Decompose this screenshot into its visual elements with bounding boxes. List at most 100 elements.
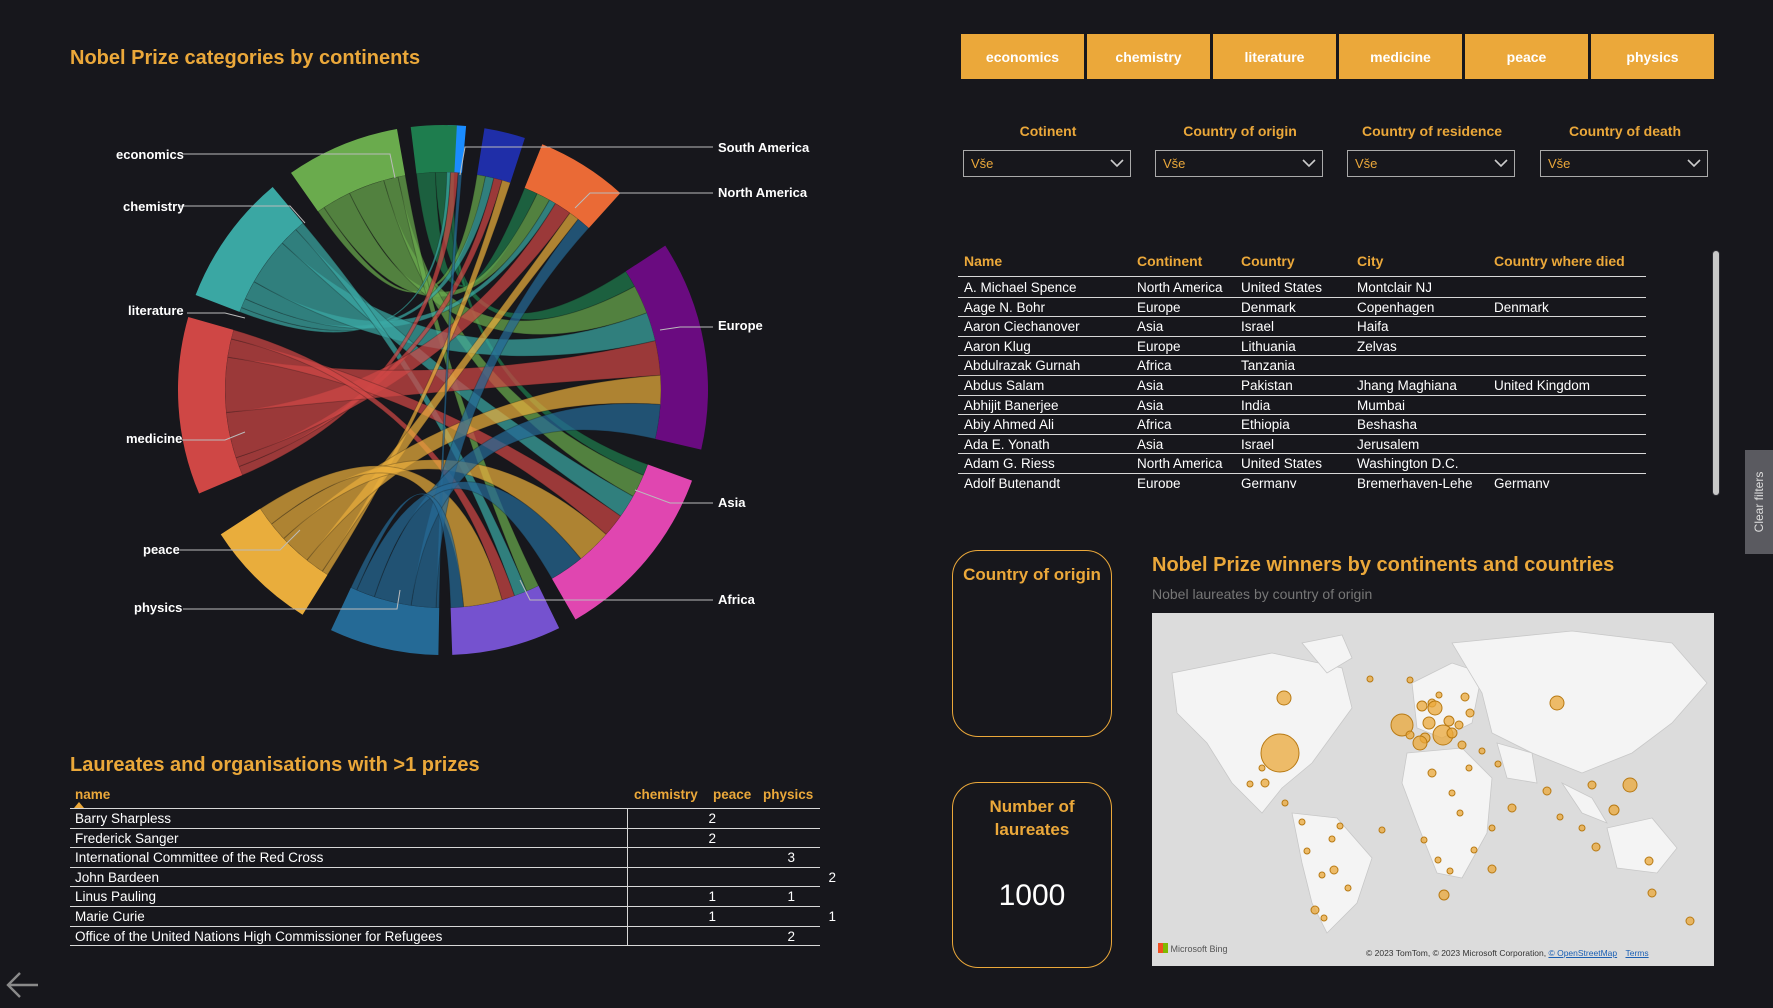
openstreetmap-link[interactable]: © OpenStreetMap: [1548, 948, 1618, 958]
map-bubble[interactable]: [1556, 813, 1564, 821]
table-row[interactable]: Aaron Ciechanover Asia Israel Haifa: [958, 317, 1646, 337]
country-residence-dropdown[interactable]: Vše: [1347, 150, 1515, 177]
map-bubble[interactable]: [1644, 856, 1654, 866]
map-bubble[interactable]: [1420, 836, 1428, 844]
map-bubble[interactable]: [1427, 768, 1437, 778]
country-origin-dropdown[interactable]: Vše: [1155, 150, 1323, 177]
map-bubble[interactable]: [1488, 824, 1496, 832]
column-header-country[interactable]: Country: [1241, 253, 1295, 269]
map-bubble[interactable]: [1336, 822, 1344, 830]
map-bubble[interactable]: [1685, 916, 1695, 926]
chord-segment-south-america[interactable]: [477, 128, 525, 183]
map-bubble[interactable]: [1587, 780, 1597, 790]
table-row[interactable]: Marie Curie 1 1: [70, 907, 836, 927]
map-bubble[interactable]: [1622, 777, 1638, 793]
map-bubble[interactable]: [1478, 747, 1486, 755]
table-row[interactable]: Abhijit Banerjee Asia India Mumbai: [958, 396, 1646, 416]
category-button-economics[interactable]: economics: [961, 34, 1084, 79]
map-bubble[interactable]: [1378, 826, 1386, 834]
terms-link[interactable]: Terms: [1625, 948, 1649, 958]
column-header-city[interactable]: City: [1357, 253, 1384, 269]
map-bubble[interactable]: [1438, 889, 1450, 901]
map-bubble[interactable]: [1258, 764, 1266, 772]
category-button-peace[interactable]: peace: [1465, 34, 1588, 79]
map-bubble[interactable]: [1328, 835, 1336, 843]
map-bubble[interactable]: [1344, 884, 1352, 892]
map-bubble[interactable]: [1405, 730, 1415, 740]
map-bubble[interactable]: [1320, 914, 1328, 922]
map-bubble[interactable]: [1303, 847, 1311, 855]
map-bubble[interactable]: [1465, 708, 1475, 718]
table-row[interactable]: A. Michael Spence North America United Sta…: [958, 278, 1646, 298]
table-row[interactable]: Aage N. Bohr Europe Denmark Copenhagen Denma…: [958, 298, 1646, 318]
map-bubble[interactable]: [1434, 856, 1442, 864]
column-header-continent[interactable]: Continent: [1137, 253, 1203, 269]
map-bubble[interactable]: [1298, 818, 1306, 826]
table-row[interactable]: Barry Sharpless 2: [70, 809, 820, 829]
map-bubble[interactable]: [1310, 905, 1320, 915]
chord-segment-africa[interactable]: [450, 585, 560, 655]
laureates-table[interactable]: Name Continent Country City Country wher…: [958, 248, 1646, 488]
column-header-chemistry[interactable]: chemistry: [634, 787, 698, 802]
map-bubble[interactable]: [1608, 804, 1620, 816]
map-bubble[interactable]: [1456, 809, 1464, 817]
table-row[interactable]: Ada E. Yonath Asia Israel Jerusalem: [958, 435, 1646, 455]
column-header-name[interactable]: name: [75, 787, 111, 802]
column-header-peace[interactable]: peace: [713, 787, 752, 802]
map-bubble[interactable]: [1412, 735, 1428, 751]
map-bubble[interactable]: [1260, 733, 1300, 773]
map-bubble[interactable]: [1457, 740, 1467, 750]
map-bubble[interactable]: [1260, 778, 1270, 788]
table-row[interactable]: Frederick Sanger 2: [70, 829, 820, 849]
back-arrow-icon[interactable]: [4, 970, 40, 1000]
world-map[interactable]: Microsoft Bing © 2023 TomTom, © 2023 Mic…: [1152, 613, 1714, 966]
column-header-physics[interactable]: physics: [763, 787, 814, 802]
country-death-dropdown[interactable]: Vše: [1540, 150, 1708, 177]
table-scrollbar-thumb[interactable]: [1713, 251, 1719, 495]
map-bubble[interactable]: [1276, 690, 1292, 706]
map-bubble[interactable]: [1281, 799, 1289, 807]
table-row[interactable]: Abdus Salam Asia Pakistan Jhang Maghiana Uni…: [958, 376, 1646, 396]
table-row[interactable]: Office of the United Nations High Commis…: [70, 927, 820, 947]
continent-dropdown[interactable]: Vše: [963, 150, 1131, 177]
map-bubble[interactable]: [1435, 691, 1443, 699]
column-header-country-where-died[interactable]: Country where died: [1494, 253, 1625, 269]
map-bubble[interactable]: [1507, 803, 1517, 813]
category-button-medicine[interactable]: medicine: [1339, 34, 1462, 79]
map-bubble[interactable]: [1427, 700, 1443, 716]
map-bubble[interactable]: [1549, 695, 1565, 711]
table-row[interactable]: Aaron Klug Europe Lithuania Zelvas: [958, 337, 1646, 357]
category-button-physics[interactable]: physics: [1591, 34, 1714, 79]
map-bubble[interactable]: [1465, 764, 1473, 772]
map-bubble[interactable]: [1460, 692, 1470, 702]
category-button-chemistry[interactable]: chemistry: [1087, 34, 1210, 79]
map-bubble[interactable]: [1416, 700, 1428, 712]
column-header-name[interactable]: Name: [964, 253, 1003, 269]
map-bubble[interactable]: [1318, 871, 1326, 879]
map-bubble[interactable]: [1578, 824, 1586, 832]
map-bubble[interactable]: [1591, 842, 1601, 852]
table-row[interactable]: Abiy Ahmed Ali Africa Ethiopia Beshasha: [958, 415, 1646, 435]
map-bubble[interactable]: [1448, 789, 1456, 797]
map-bubble[interactable]: [1406, 676, 1414, 684]
table-row[interactable]: Adam G. Riess North America United States W…: [958, 454, 1646, 474]
map-bubble[interactable]: [1446, 867, 1454, 875]
table-row[interactable]: John Bardeen 2: [70, 868, 836, 888]
map-bubble[interactable]: [1422, 716, 1436, 730]
map-bubble[interactable]: [1246, 780, 1254, 788]
map-bubble[interactable]: [1366, 675, 1374, 683]
clear-filters-button[interactable]: Clear filters: [1745, 450, 1773, 554]
category-button-literature[interactable]: literature: [1213, 34, 1336, 79]
chord-segment-medicine[interactable]: [178, 316, 243, 494]
map-bubble[interactable]: [1542, 786, 1552, 796]
map-bubble[interactable]: [1487, 864, 1497, 874]
map-bubble[interactable]: [1647, 888, 1657, 898]
chord-segment-europe[interactable]: [625, 245, 708, 450]
map-bubble[interactable]: [1454, 720, 1464, 730]
map-bubble[interactable]: [1470, 846, 1478, 854]
table-row[interactable]: Linus Pauling 1 1: [70, 887, 820, 907]
table-row[interactable]: Adolf Butenandt Europe Germany Bremerhaven-…: [958, 474, 1646, 488]
table-row[interactable]: International Committee of the Red Cross…: [70, 848, 820, 868]
table-row[interactable]: Abdulrazak Gurnah Africa Tanzania: [958, 356, 1646, 376]
map-bubble[interactable]: [1329, 865, 1339, 875]
